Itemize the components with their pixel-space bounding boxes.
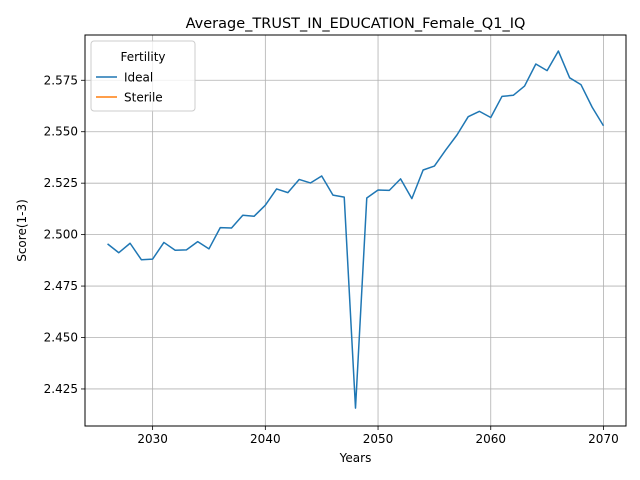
legend: Fertility Ideal Sterile — [90, 40, 196, 112]
y-axis-label: Score(1-3) — [15, 199, 29, 262]
y-tick-label: 2.450 — [44, 331, 78, 345]
legend-label-sterile: Sterile — [124, 91, 163, 105]
x-tick-label: 2050 — [363, 432, 394, 446]
y-tick-label: 2.525 — [44, 176, 78, 190]
y-tick-label: 2.425 — [44, 382, 78, 396]
axis-ticks: 2030 2040 2050 2060 2070 2.425 2.450 2.475 2.500… — [44, 73, 619, 446]
x-axis-label: Years — [339, 451, 372, 465]
legend-items: Ideal Sterile — [96, 71, 163, 105]
y-tick-label: 2.550 — [44, 125, 78, 139]
x-tick-label: 2040 — [250, 432, 281, 446]
legend-title: Fertility — [120, 50, 165, 64]
chart-title: Average_TRUST_IN_EDUCATION_Female_Q1_IQ — [186, 16, 526, 32]
y-tick-label: 2.475 — [44, 279, 78, 293]
series-lines — [107, 50, 605, 409]
legend-label-ideal: Ideal — [124, 71, 153, 85]
series-line-ideal — [107, 50, 605, 409]
plot-frame — [84, 34, 627, 427]
x-tick-label: 2060 — [475, 432, 506, 446]
y-tick-label: 2.575 — [44, 73, 78, 87]
y-tick-label: 2.500 — [44, 228, 78, 242]
x-tick-label: 2070 — [588, 432, 619, 446]
legend-box — [90, 40, 196, 112]
x-tick-label: 2030 — [137, 432, 168, 446]
